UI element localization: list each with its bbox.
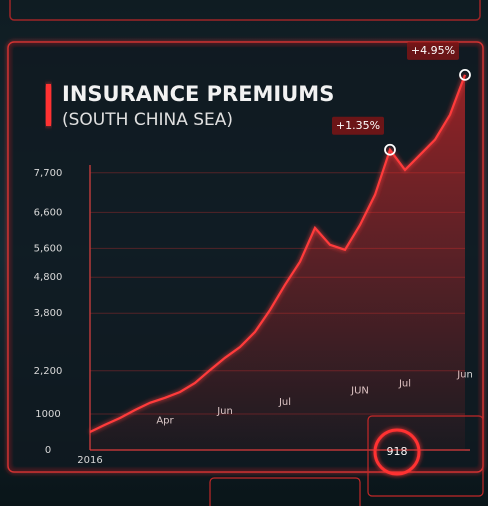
y-tick-label: 2,200	[34, 366, 63, 377]
chart-subtitle: (SOUTH CHINA SEA)	[62, 110, 233, 130]
x-tick-label: 2016	[77, 455, 102, 466]
annotation: +1.35%	[336, 119, 380, 132]
annotation: +4.95%	[411, 44, 455, 57]
page: {"chart_data": { "type": "line", "title"…	[0, 0, 488, 506]
chart-title: INSURANCE PREMIUMS	[62, 82, 334, 106]
y-tick-label: 4,800	[34, 272, 63, 283]
y-tick-label: 7,700	[34, 168, 63, 179]
chart: INSURANCE PREMIUMS (SOUTH CHINA SEA) 918…	[0, 0, 488, 506]
y-tick-label: 6,600	[34, 207, 63, 218]
y-tick-label: 1000	[35, 409, 60, 420]
y-tick-label: 3,800	[34, 308, 63, 319]
y-tick-label: 0	[45, 445, 51, 456]
title-accent	[46, 84, 51, 126]
y-tick-label: 5,600	[34, 243, 63, 254]
